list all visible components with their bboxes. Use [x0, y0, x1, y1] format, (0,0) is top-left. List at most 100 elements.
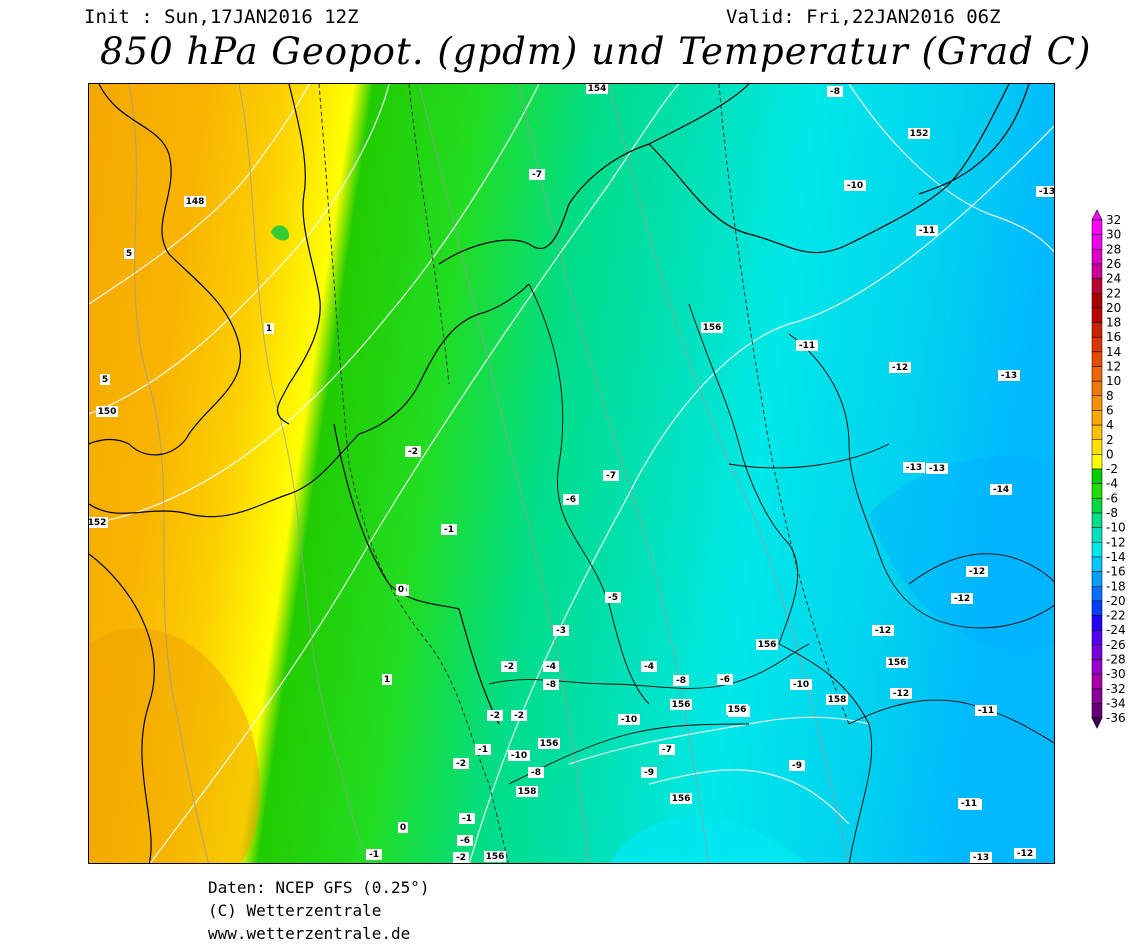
label-text: -12 [954, 594, 970, 604]
legend-swatch [1091, 410, 1103, 426]
temperature-label: -6 [717, 674, 733, 685]
temperature-label: -8 [528, 767, 544, 778]
temperature-label: -5 [605, 592, 621, 603]
geopotential-label: 156 [670, 699, 692, 710]
legend-label: 4 [1106, 418, 1114, 432]
label-text: -2 [504, 662, 514, 672]
legend-label: -28 [1106, 653, 1126, 667]
temperature-label: -11 [958, 798, 980, 809]
legend-label: 18 [1106, 316, 1121, 330]
temperature-label: -6 [563, 494, 579, 505]
label-text: -1 [369, 850, 379, 860]
legend-label: 26 [1106, 257, 1121, 271]
temperature-label: -10 [844, 180, 866, 191]
legend-label: 28 [1106, 242, 1121, 256]
temperature-label: -7 [603, 470, 619, 481]
cold-pocket-south [610, 816, 807, 863]
legend-label: 8 [1106, 389, 1114, 403]
contour-labels: 5 5 1 1 0 [100, 248, 406, 685]
contour-label: 1 [382, 674, 392, 685]
temperature-label: -1 [475, 744, 491, 755]
label-text: -12 [893, 689, 909, 699]
legend-label: 0 [1106, 447, 1114, 461]
label-text: -9 [644, 768, 654, 778]
temperature-label: -1 [366, 849, 382, 860]
label-text: -4 [644, 662, 654, 672]
label-text: 5 [126, 249, 132, 259]
label-text: -2 [514, 711, 524, 721]
temperature-label: -13 [903, 462, 925, 473]
legend-label: -8 [1106, 506, 1118, 520]
legend-label: 2 [1106, 433, 1114, 447]
legend-label: -36 [1106, 711, 1126, 725]
legend-max-arrow [1091, 209, 1103, 221]
label-text: 154 [588, 84, 607, 94]
temperature-label: -10 [618, 714, 640, 725]
legend-label: -26 [1106, 638, 1126, 652]
geopotential-label: 158 [516, 786, 538, 797]
temperature-label: -8 [827, 86, 843, 97]
legend-label: 24 [1106, 272, 1121, 286]
legend-swatch [1091, 688, 1103, 704]
legend-swatch [1091, 586, 1103, 602]
legend-min-arrow [1091, 717, 1103, 729]
legend-label: 32 [1106, 213, 1121, 227]
temperature-label: -3 [553, 625, 569, 636]
temperature-label: -2 [501, 661, 517, 672]
label-text: 150 [98, 407, 117, 417]
legend-swatch [1091, 498, 1103, 514]
geopotential-label: 158 [826, 694, 848, 705]
temperature-label: -8 [543, 679, 559, 690]
label-text: -13 [1001, 371, 1017, 381]
legend-swatch [1091, 483, 1103, 499]
legend-label: -20 [1106, 594, 1126, 608]
legend-swatch [1091, 293, 1103, 309]
legend-swatch [1091, 673, 1103, 690]
legend-label: 14 [1106, 345, 1121, 359]
label-text: -10 [847, 181, 863, 191]
geopotential-label: 156 [886, 657, 908, 668]
temperature-label: -8 [673, 675, 689, 686]
legend-swatch [1091, 600, 1103, 616]
geopotential-label: 156 [538, 738, 560, 749]
label-text: 156 [486, 852, 505, 862]
legend-label: -4 [1106, 477, 1118, 491]
legend-swatch [1091, 395, 1103, 411]
contour-label: 5 [100, 374, 110, 385]
label-text: -8 [830, 87, 840, 97]
legend-label: -16 [1106, 565, 1126, 579]
label-text: 5 [102, 375, 108, 385]
temperature-label: -10 [790, 679, 812, 690]
legend-swatch [1091, 322, 1103, 338]
temperature-label: -12 [951, 593, 973, 604]
data-source: Daten: NCEP GFS (0.25°) [208, 878, 430, 897]
label-text: 156 [888, 658, 907, 668]
label-text: -4 [546, 662, 556, 672]
label-text: -11 [799, 341, 815, 351]
temperature-label: -1 [459, 813, 475, 824]
contour-label: 5 [124, 248, 134, 259]
label-text: 1 [384, 675, 390, 685]
label-text: -6 [460, 836, 470, 846]
label-text: -5 [608, 593, 618, 603]
copyright: (C) Wetterzentrale [208, 901, 382, 920]
label-text: -11 [961, 799, 977, 809]
legend-label: -18 [1106, 579, 1126, 593]
temperature-label: -11 [796, 340, 818, 351]
label-text: 156 [540, 739, 559, 749]
valid-time: Valid: Fri,22JAN2016 06Z [726, 6, 1001, 28]
label-text: -3 [556, 626, 566, 636]
weather-map: -7-8-10-11-11-12-13-2-7-6-10-5-3-13-13-1… [88, 83, 1055, 864]
legend-swatch [1091, 454, 1103, 470]
temperature-label: -7 [529, 169, 545, 180]
legend-swatch [1091, 615, 1103, 631]
legend-label: 20 [1106, 301, 1121, 315]
legend-swatch [1091, 336, 1103, 353]
label-text: -11 [919, 226, 935, 236]
legend-label: 6 [1106, 403, 1114, 417]
website-url[interactable]: www.wetterzentrale.de [208, 924, 411, 943]
label-text: 156 [728, 705, 747, 715]
temperature-label: -2 [453, 758, 469, 769]
geopotential-label: 150 [96, 406, 118, 417]
legend-swatch [1091, 351, 1103, 367]
